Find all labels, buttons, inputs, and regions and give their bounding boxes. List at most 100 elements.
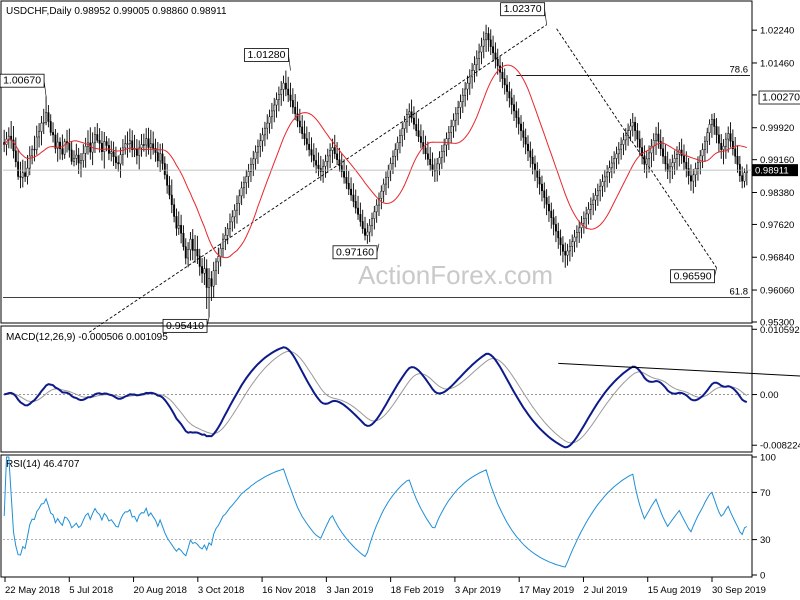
- candle-body: [496, 58, 499, 67]
- candle-body: [361, 221, 364, 229]
- x-tick-label: 22 May 2018: [5, 585, 60, 596]
- candle-body: [184, 246, 187, 259]
- candle-body: [613, 158, 616, 164]
- candle-body: [596, 190, 599, 196]
- candle-body: [373, 211, 376, 219]
- candle-body: [317, 164, 320, 169]
- candle-body: [308, 143, 311, 150]
- candle-body: [492, 46, 495, 54]
- candle-body: [506, 84, 508, 92]
- candle-body: [601, 181, 604, 187]
- candle-body: [42, 122, 45, 124]
- candle-body: [587, 209, 590, 215]
- candle-body: [713, 119, 716, 127]
- candle-body: [722, 145, 725, 150]
- candle-body: [226, 228, 229, 236]
- candle-body: [59, 141, 61, 150]
- candle-body: [573, 236, 576, 242]
- candle-body: [28, 155, 31, 169]
- candle-body: [673, 158, 676, 163]
- candle-body: [189, 238, 192, 250]
- macd-trend-line: [558, 362, 800, 377]
- candle-body: [112, 151, 115, 157]
- candle-body: [94, 134, 96, 144]
- candle-body: [110, 151, 113, 154]
- macd-panel: MACD(12,26,9) -0.000506 0.001095 0.01059…: [0, 325, 800, 453]
- candle-body: [545, 197, 548, 205]
- macd-y-axis: 0.010592 0.00 -0.008224: [752, 325, 800, 452]
- candle-body: [408, 111, 411, 115]
- candle-body: [438, 157, 441, 165]
- candle-body: [683, 155, 685, 163]
- fib-level-label: 78.6: [730, 65, 749, 76]
- candle-body: [324, 161, 327, 167]
- candle-body: [550, 210, 553, 218]
- candle-body: [280, 89, 283, 95]
- candle-body: [131, 140, 134, 150]
- candle-body: [119, 154, 122, 165]
- candle-body: [440, 151, 443, 158]
- candle-body: [145, 138, 148, 146]
- candle-body: [194, 249, 197, 251]
- candle-body: [54, 134, 57, 149]
- candle-body: [19, 176, 22, 178]
- candle-body: [152, 143, 155, 149]
- candle-body: [105, 141, 108, 146]
- candle-body: [49, 121, 52, 133]
- candle-body: [173, 204, 176, 217]
- pivot-label-text: 0.96590: [674, 270, 712, 282]
- candle-body: [100, 143, 103, 152]
- candle-body: [454, 113, 457, 121]
- candle-body: [706, 132, 709, 142]
- candle-body: [21, 172, 24, 178]
- candle-body: [480, 45, 483, 53]
- candle-body: [345, 177, 348, 184]
- candle-body: [447, 132, 450, 139]
- candle-body: [301, 126, 304, 134]
- pivot-leader-line: [43, 80, 47, 97]
- candle-body: [35, 136, 38, 150]
- candle-body: [657, 133, 660, 142]
- candle-body: [669, 166, 671, 172]
- candle-body: [431, 164, 434, 171]
- candle-body: [275, 99, 278, 106]
- candle-body: [627, 130, 630, 136]
- candle-body: [191, 238, 194, 251]
- candle-body: [736, 156, 739, 165]
- x-tick-label: 15 Aug 2019: [648, 585, 701, 596]
- candle-body: [222, 238, 224, 249]
- candle-body: [266, 122, 269, 129]
- pivot-leader-line: [288, 55, 291, 71]
- candle-body: [578, 227, 581, 233]
- candle-body: [419, 136, 422, 143]
- candle-body: [527, 143, 529, 152]
- candle-body: [31, 148, 34, 157]
- candle-body: [559, 237, 562, 245]
- pivot-label-text: 1.02370: [504, 3, 542, 15]
- candle-body: [617, 148, 620, 155]
- trend-lines: [88, 24, 717, 333]
- candle-body: [468, 76, 471, 84]
- candle-body: [282, 82, 285, 90]
- chart-title: USDCHF,Daily 0.98952 0.99005 0.98860 0.9…: [6, 6, 227, 17]
- candle-body: [343, 171, 346, 178]
- candle-body: [40, 122, 43, 132]
- candle-body: [177, 225, 180, 229]
- candle-body: [571, 241, 574, 247]
- candle-body: [70, 149, 73, 162]
- rsi-y-tick-label: 100: [760, 453, 776, 464]
- x-tick-label: 20 Aug 2018: [134, 585, 187, 596]
- candle-body: [12, 139, 15, 152]
- price-y-tick-label: 0.96840: [760, 253, 794, 264]
- macd-lines: [3, 346, 800, 449]
- x-tick-label: 2 Jul 2019: [583, 585, 627, 596]
- candle-body: [196, 249, 199, 257]
- candle-body: [254, 151, 257, 160]
- candle-body: [52, 132, 55, 136]
- candle-body: [224, 235, 227, 240]
- price-y-tick-label: 0.99920: [760, 123, 794, 134]
- candle-body: [503, 78, 506, 86]
- last-price-marker: 0.98911: [3, 164, 798, 177]
- last-price-value: 0.98911: [755, 166, 789, 177]
